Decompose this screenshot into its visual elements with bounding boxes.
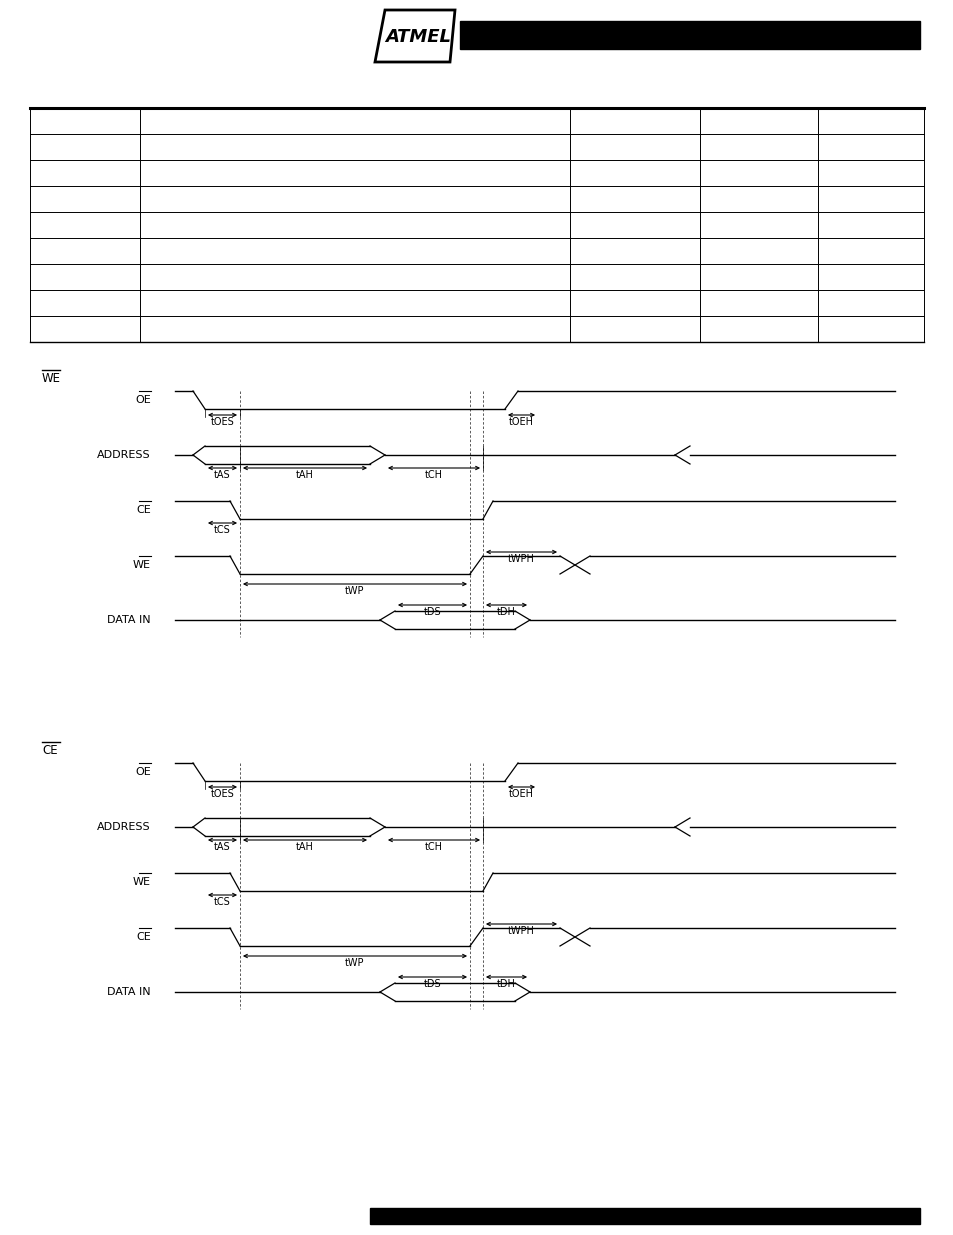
- Text: DATA IN: DATA IN: [108, 615, 151, 625]
- Text: ADDRESS: ADDRESS: [97, 823, 151, 832]
- Text: tWPH: tWPH: [508, 555, 535, 564]
- Text: tWP: tWP: [345, 585, 364, 597]
- Text: CE: CE: [136, 932, 151, 942]
- Text: tAH: tAH: [295, 471, 314, 480]
- Text: tDS: tDS: [423, 979, 441, 989]
- Text: tCH: tCH: [424, 471, 442, 480]
- Bar: [370, 1208, 919, 1224]
- Text: WE: WE: [132, 877, 151, 887]
- Text: ATMEL: ATMEL: [385, 28, 451, 46]
- Text: OE: OE: [135, 767, 151, 777]
- Text: tOEH: tOEH: [509, 789, 534, 799]
- Text: tDH: tDH: [497, 606, 516, 618]
- Text: tOEH: tOEH: [509, 417, 534, 427]
- Text: tWP: tWP: [345, 958, 364, 968]
- Text: CE: CE: [136, 505, 151, 515]
- Text: tCS: tCS: [213, 897, 231, 906]
- Text: CE: CE: [42, 743, 57, 757]
- Text: tOES: tOES: [211, 417, 234, 427]
- Text: tCS: tCS: [213, 525, 231, 535]
- Text: tAS: tAS: [214, 471, 231, 480]
- Bar: [459, 21, 919, 49]
- Text: tDS: tDS: [423, 606, 441, 618]
- Text: tAH: tAH: [295, 842, 314, 852]
- Text: tCH: tCH: [424, 842, 442, 852]
- Text: tWPH: tWPH: [508, 926, 535, 936]
- Text: ADDRESS: ADDRESS: [97, 450, 151, 459]
- Text: WE: WE: [132, 559, 151, 571]
- Text: tDH: tDH: [497, 979, 516, 989]
- Text: OE: OE: [135, 395, 151, 405]
- Text: WE: WE: [42, 372, 61, 384]
- Text: tAS: tAS: [214, 842, 231, 852]
- Text: tOES: tOES: [211, 789, 234, 799]
- Text: DATA IN: DATA IN: [108, 987, 151, 997]
